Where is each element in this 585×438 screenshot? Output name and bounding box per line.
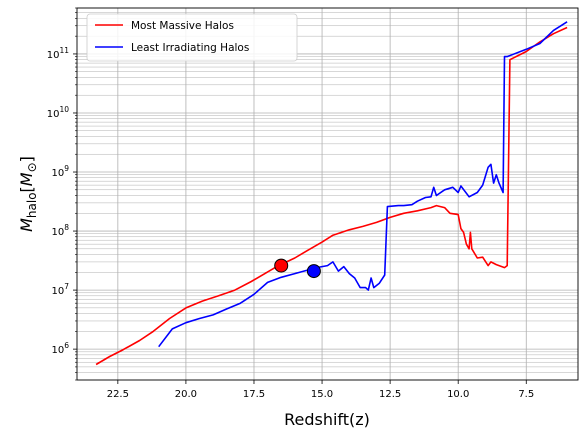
svg-text:Mhalo[M⊙]: Mhalo[M⊙]: [17, 156, 39, 232]
highlight-marker-0: [274, 258, 289, 273]
y-tick-base: 10: [47, 50, 60, 61]
y-tick-exponent: 6: [64, 341, 69, 350]
legend-label-most-massive: Most Massive Halos: [131, 20, 234, 32]
x-axis: 22.5 20.0 17.5 15.0 12.5 10.0 7.5: [107, 380, 534, 400]
y-label-prefix: M: [17, 218, 36, 232]
y-tick-label: 109: [51, 164, 69, 179]
y-tick-base: 10: [51, 168, 64, 179]
x-tick-label: 15.0: [311, 389, 333, 400]
y-label-bracket-close: ]: [17, 156, 36, 162]
y-label-bracket-open: [: [17, 186, 36, 192]
y-tick-label: 108: [51, 223, 69, 238]
y-axis-label: Mhalo[M⊙]: [17, 156, 39, 232]
series-layer: [95, 21, 568, 366]
y-tick-exponent: 10: [59, 105, 69, 114]
x-tick-label: 22.5: [107, 389, 129, 400]
y-tick-base: 10: [51, 286, 64, 297]
y-label-inner: M: [17, 172, 36, 186]
y-tick-base: 10: [51, 227, 64, 238]
y-tick-base: 10: [47, 109, 60, 120]
x-axis-label: Redshift(z): [284, 410, 370, 429]
y-tick-exponent: 9: [64, 164, 69, 173]
y-label-subscript: halo: [25, 192, 39, 218]
y-tick-base: 10: [51, 345, 64, 356]
y-tick-label: 107: [51, 282, 69, 297]
x-tick-label: 20.0: [175, 389, 197, 400]
legend-box: [86, 13, 298, 62]
highlight-marker-1: [306, 264, 321, 279]
series-line-1: [158, 21, 568, 348]
legend-label-least-irradiating: Least Irradiating Halos: [131, 42, 249, 54]
x-tick-label: 12.5: [379, 389, 401, 400]
legend: Most Massive Halos Least Irradiating Hal…: [86, 13, 298, 62]
series-line-0: [95, 26, 568, 366]
y-tick-label: 1011: [47, 46, 70, 61]
x-tick-label: 10.0: [447, 389, 469, 400]
y-label-inner-sub: ⊙: [25, 162, 39, 172]
y-tick-exponent: 7: [64, 282, 69, 291]
plot-frame: [76, 7, 579, 381]
y-tick-exponent: 11: [59, 46, 69, 55]
y-tick-exponent: 8: [64, 223, 69, 232]
x-tick-label: 7.5: [518, 389, 534, 400]
y-tick-label: 106: [51, 341, 69, 356]
y-tick-label: 1010: [47, 105, 70, 120]
x-tick-label: 17.5: [243, 389, 265, 400]
